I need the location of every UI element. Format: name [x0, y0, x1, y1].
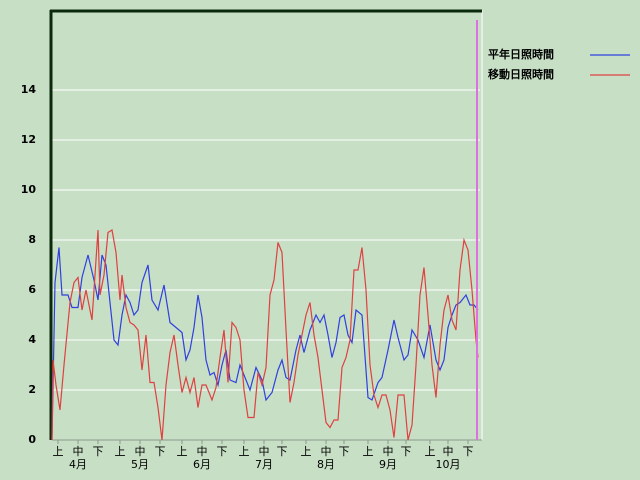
month-label: 10月	[436, 458, 461, 471]
month-label: 9月	[379, 458, 397, 471]
x-tick-label: 中	[197, 445, 208, 458]
y-tick-label: 4	[28, 333, 36, 346]
x-tick-label: 下	[93, 445, 104, 458]
x-tick-label: 中	[321, 445, 332, 458]
series-line	[51, 247, 479, 441]
month-label: 6月	[193, 458, 211, 471]
x-tick-label: 中	[73, 445, 84, 458]
month-label: 5月	[131, 458, 149, 471]
x-tick-label: 下	[217, 445, 228, 458]
x-tick-label: 下	[155, 445, 166, 458]
legend-label: 平年日照時間	[488, 47, 554, 61]
x-tick-label: 上	[425, 445, 436, 458]
month-label: 8月	[317, 458, 335, 471]
x-tick-label: 上	[363, 445, 374, 458]
x-tick-label: 上	[301, 445, 312, 458]
x-tick-label: 中	[443, 445, 454, 458]
legend-label: 移動日照時間	[488, 67, 554, 81]
y-tick-label: 0	[28, 433, 36, 446]
x-tick-label: 中	[259, 445, 270, 458]
x-tick-label: 下	[401, 445, 412, 458]
y-tick-label: 6	[28, 283, 36, 296]
y-tick-label: 8	[28, 233, 36, 246]
month-label: 4月	[69, 458, 87, 471]
y-tick-label: 14	[21, 83, 37, 96]
x-tick-label: 上	[239, 445, 250, 458]
x-tick-label: 上	[53, 445, 64, 458]
y-tick-label: 2	[28, 383, 36, 396]
x-tick-label: 下	[339, 445, 350, 458]
x-tick-label: 中	[135, 445, 146, 458]
x-tick-label: 下	[277, 445, 288, 458]
month-label: 7月	[255, 458, 273, 471]
y-tick-label: 10	[21, 183, 37, 196]
x-tick-label: 上	[115, 445, 126, 458]
series-line	[51, 229, 479, 441]
y-tick-label: 12	[21, 133, 36, 146]
x-tick-label: 中	[383, 445, 394, 458]
x-tick-label: 下	[463, 445, 474, 458]
x-tick-label: 上	[177, 445, 188, 458]
